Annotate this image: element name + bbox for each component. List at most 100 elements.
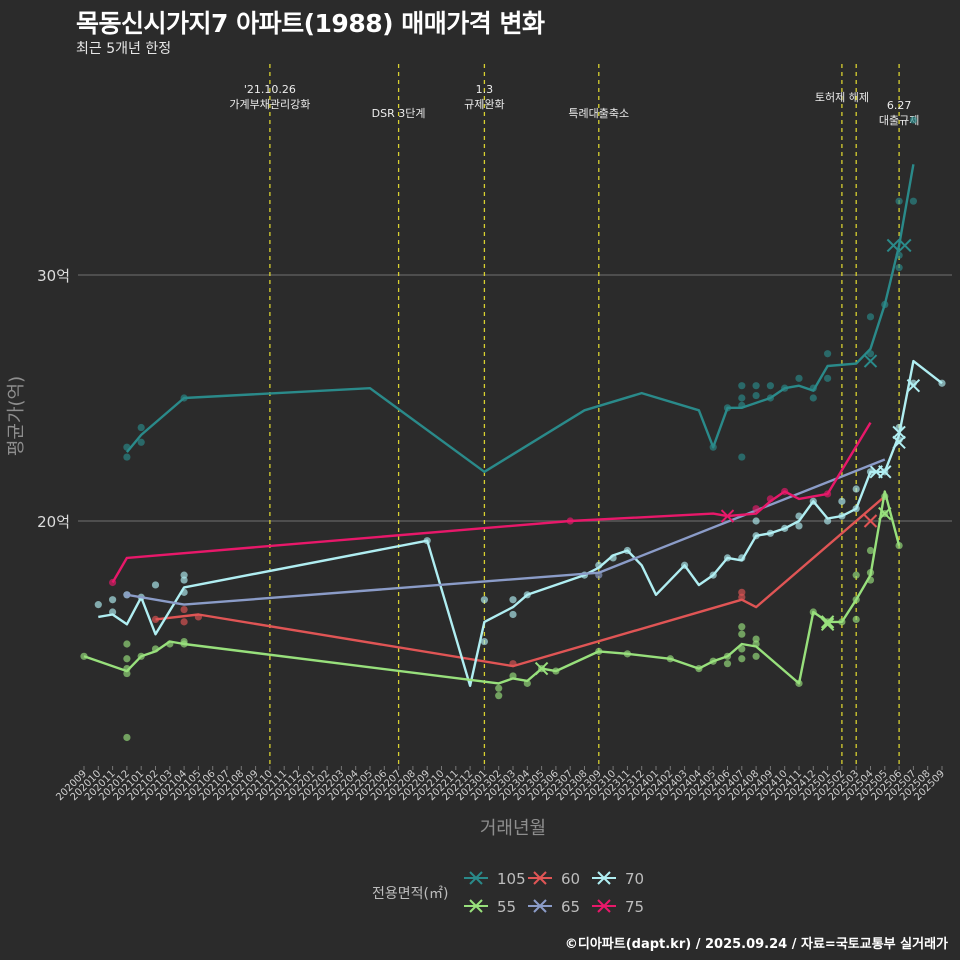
event-label: '21.10.26 [244,83,296,96]
data-point [738,453,746,461]
cross-stroke [534,661,549,676]
legend-label: 105 [497,870,526,888]
series-65 [123,458,886,606]
data-point [895,264,903,272]
data-point [137,438,145,446]
data-point [180,618,188,626]
series-70 [94,359,946,687]
cross-stroke [533,871,547,885]
cross-stroke [863,354,878,368]
data-point [480,637,488,646]
event-label: 6.27 [887,99,912,112]
cross-stroke [597,871,611,885]
legend-item-75: 75 [592,898,644,916]
data-point [151,581,160,589]
y-tick-label: 30억 [37,267,70,285]
cross-stroke [878,465,892,479]
data-point [752,382,760,390]
data-cross [820,617,835,632]
data-point [738,394,746,402]
event-label: DSR 3단계 [372,107,426,120]
data-point [752,517,760,525]
data-point [738,630,746,638]
legend-item-65: 65 [528,898,580,916]
legend-swatch-cross [533,871,547,885]
data-point [909,116,918,124]
data-point [180,605,188,614]
event-label: 규제완화 [464,98,504,111]
data-point [137,423,145,432]
event-label: 1.3 [476,83,494,96]
data-cross [863,514,878,528]
data-cross [878,465,892,479]
data-point [495,692,503,700]
series-line [98,359,943,687]
cross-stroke [469,899,483,913]
data-point [909,197,918,205]
cross-stroke [820,617,835,632]
data-point [480,596,488,604]
data-point [752,391,760,400]
legend-title: 전용면적(㎡) [372,886,449,902]
legend-label: 60 [561,870,580,888]
legend-label: 70 [625,870,644,888]
data-point [94,601,102,609]
data-point [824,374,832,382]
data-point [123,453,131,461]
data-point [895,197,903,205]
data-point [795,374,803,382]
series-105 [123,116,918,473]
data-point [738,623,746,631]
data-point [509,596,517,604]
data-cross [892,435,906,449]
event-label: 특례대출축소 [568,107,629,120]
data-point [509,610,517,619]
data-point [752,652,760,660]
data-cross [886,238,901,253]
data-cross [898,238,912,253]
cross-stroke [720,509,735,523]
data-point [824,350,832,358]
data-point [738,382,746,390]
data-point [738,588,746,596]
x-axis-title: 거래년월 [480,818,546,839]
legend-item-70: 70 [592,870,644,888]
data-point [809,394,817,402]
data-cross [863,354,878,368]
legend-swatch-cross [469,899,483,913]
chart-title: 목동신시가지7 아파트(1988) 매매가격 변화 [76,9,545,38]
data-point [109,596,117,604]
cross-stroke [892,425,906,440]
data-cross [906,378,921,393]
chart-caption: ©디아파트(dapt.kr) / 2025.09.24 / 자료=국토교통부 실… [564,937,948,952]
legend-swatch-cross [597,871,611,885]
event-label: 토허제 해제 [815,90,869,104]
event-label: 대출규제 [879,114,919,127]
data-point [495,684,503,692]
data-point [852,571,860,579]
legend-label: 65 [561,898,580,916]
series-line [155,495,886,668]
cross-stroke [906,378,921,393]
cross-stroke [878,506,892,521]
data-point [866,546,875,555]
legend-item-60: 60 [528,870,580,888]
series-line [125,164,915,473]
data-cross [892,425,906,440]
data-point [752,635,760,643]
cross-stroke [886,238,901,253]
data-point [795,522,803,530]
cross-stroke [597,899,611,913]
data-point [123,655,131,663]
legend-swatch-cross [533,899,547,913]
data-cross [820,615,835,629]
cross-stroke [863,514,878,528]
series-line [83,490,901,685]
cross-stroke [469,871,483,885]
event-label: 가계부채관리강화 [229,98,310,111]
series-75 [109,421,872,587]
data-point [852,485,860,493]
data-cross [534,661,549,676]
data-point [738,655,746,663]
data-point [766,382,775,390]
